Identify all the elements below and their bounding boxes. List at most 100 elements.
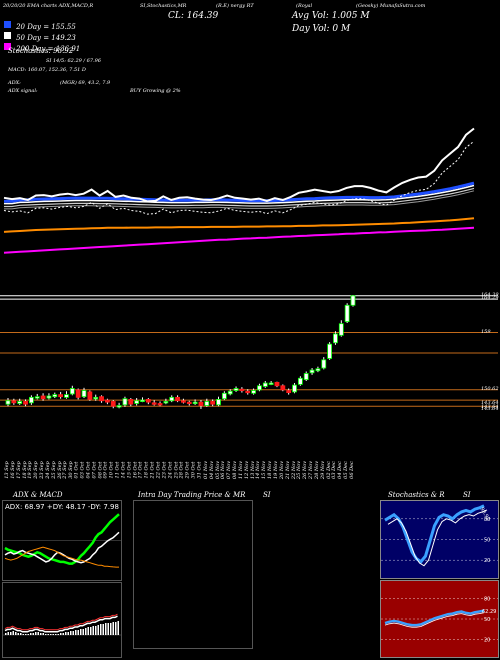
intra-day-panel <box>133 500 253 649</box>
ema200-line <box>3 226 475 254</box>
adx-panel-title: ADX & MACD <box>13 491 63 499</box>
candle-body <box>181 400 186 403</box>
date-label: 15 Oct <box>126 461 133 479</box>
adx-panel: ADX: 68.97 +DY: 48.17 -DY: 7.98 <box>2 500 122 581</box>
price-level-label: 150.62 <box>481 385 499 392</box>
ema-chart <box>3 127 475 254</box>
date-label: 23 Oct <box>161 461 168 479</box>
macd-histogram-bar <box>95 626 97 635</box>
adx-series-adx <box>4 513 120 565</box>
header-top-mid1: SI,Stochastics,MR <box>140 3 187 9</box>
header-top-mid2: (R.E) nergy RT <box>216 3 254 9</box>
price-level-label: 143.64 <box>481 406 499 413</box>
macd-histogram-bar <box>112 622 114 635</box>
macd-histogram-bar <box>50 634 52 635</box>
macd-histogram-bar <box>72 631 74 635</box>
candle-body <box>192 401 198 405</box>
candle-body <box>145 399 151 403</box>
macd-histogram-bar <box>30 633 32 635</box>
rsi-panel: 80 50 20 62.29 <box>380 580 499 658</box>
date-label: 21 Nov <box>284 460 291 480</box>
date-label: 24 Oct <box>167 461 174 479</box>
candle-body <box>251 390 256 394</box>
macd-histogram-bar <box>7 632 9 635</box>
ema200-label: 200 Day = 136.91 <box>16 45 81 53</box>
candle-body <box>344 304 350 323</box>
ema20-swatch <box>4 21 11 28</box>
stochastics-d-line <box>387 509 488 567</box>
macd-value: MACD: 160.07, 152.36, 7.51 D <box>8 67 86 73</box>
candle-body <box>245 390 251 394</box>
candle-body <box>128 399 134 405</box>
candle-body <box>303 373 309 381</box>
macd-histogram-bar <box>27 634 29 635</box>
adx-signal-label: ADX signal: <box>8 88 38 94</box>
candle-body <box>58 394 64 398</box>
macd-histogram-bar <box>82 629 84 635</box>
grey-band-line-2 <box>4 190 475 210</box>
candle-body <box>23 401 28 405</box>
candle-body <box>151 402 157 405</box>
macd-histogram-bar <box>37 632 39 635</box>
date-label: 12 Nov <box>243 460 250 480</box>
candle-body <box>140 399 145 402</box>
candle-body <box>221 392 227 400</box>
macd-histogram-bar <box>25 634 27 635</box>
macd-histogram-bar <box>57 634 59 635</box>
macd-histogram-bar <box>100 624 102 635</box>
candle-body <box>175 396 180 402</box>
adx-signal-value: BUY Growing @ 2% <box>130 88 181 94</box>
candle-body <box>333 333 338 344</box>
close-price: CL: 164.39 <box>168 11 219 21</box>
date-label: 16 Sep <box>9 461 16 479</box>
candle-body <box>99 396 104 402</box>
candle-body <box>11 400 17 404</box>
candle-body <box>315 368 321 372</box>
candle-body <box>227 390 233 395</box>
candle-body <box>274 381 280 387</box>
macd-histogram-bar <box>12 631 14 635</box>
ema20-label: 20 Day = 155.55 <box>16 23 76 31</box>
ema50-line <box>4 184 475 205</box>
macd-histogram-bar <box>55 634 57 635</box>
candle-body <box>297 377 303 385</box>
macd-histogram-bar <box>17 633 19 635</box>
candle-body <box>64 394 69 398</box>
macd-histogram-bar <box>97 625 99 635</box>
candle-body <box>257 385 262 391</box>
candle-body <box>338 323 344 336</box>
candle-body <box>321 359 327 369</box>
candle-body <box>216 399 221 406</box>
stoch-level-label: 20 <box>484 558 490 564</box>
rsi-level-label: 80 <box>484 597 490 603</box>
macd-histogram-bar <box>32 633 34 635</box>
candle-body <box>186 401 192 405</box>
rsi-level-label: 20 <box>484 637 490 643</box>
header-top-right: (Geosky) MunafaSutra.com <box>356 3 426 9</box>
candle-body <box>292 384 297 393</box>
legend-ema200: 200 Day = 136.91 <box>4 36 80 55</box>
price-level-label: 164.29 <box>481 295 499 302</box>
candle-body <box>350 295 356 306</box>
ema200-swatch <box>4 43 11 50</box>
rsi-level-label: 50 <box>484 617 490 623</box>
date-label: 07 Oct <box>91 461 98 479</box>
stochastics-value: Stochastics: 98.92 <box>8 47 74 55</box>
stochastics-panel: 80 50 20 98.92 <box>380 500 499 579</box>
candle-body <box>134 400 140 404</box>
date-label: 28 Nov <box>313 460 320 480</box>
candle-body <box>286 390 292 393</box>
candle-body <box>239 388 245 392</box>
adx-series-dy <box>4 546 119 568</box>
candle-body <box>262 382 268 387</box>
macd-line <box>4 615 118 633</box>
rsi-current-value: 62.29 <box>482 609 496 615</box>
macd-histogram-bar <box>15 632 17 635</box>
candle-body <box>122 398 128 406</box>
macd-histogram-bar <box>45 634 47 635</box>
candle-body <box>5 400 11 405</box>
macd-histogram-bar <box>35 632 37 635</box>
macd-histogram-bar <box>10 632 12 635</box>
macd-panel <box>2 582 122 658</box>
candle-body <box>169 396 175 402</box>
